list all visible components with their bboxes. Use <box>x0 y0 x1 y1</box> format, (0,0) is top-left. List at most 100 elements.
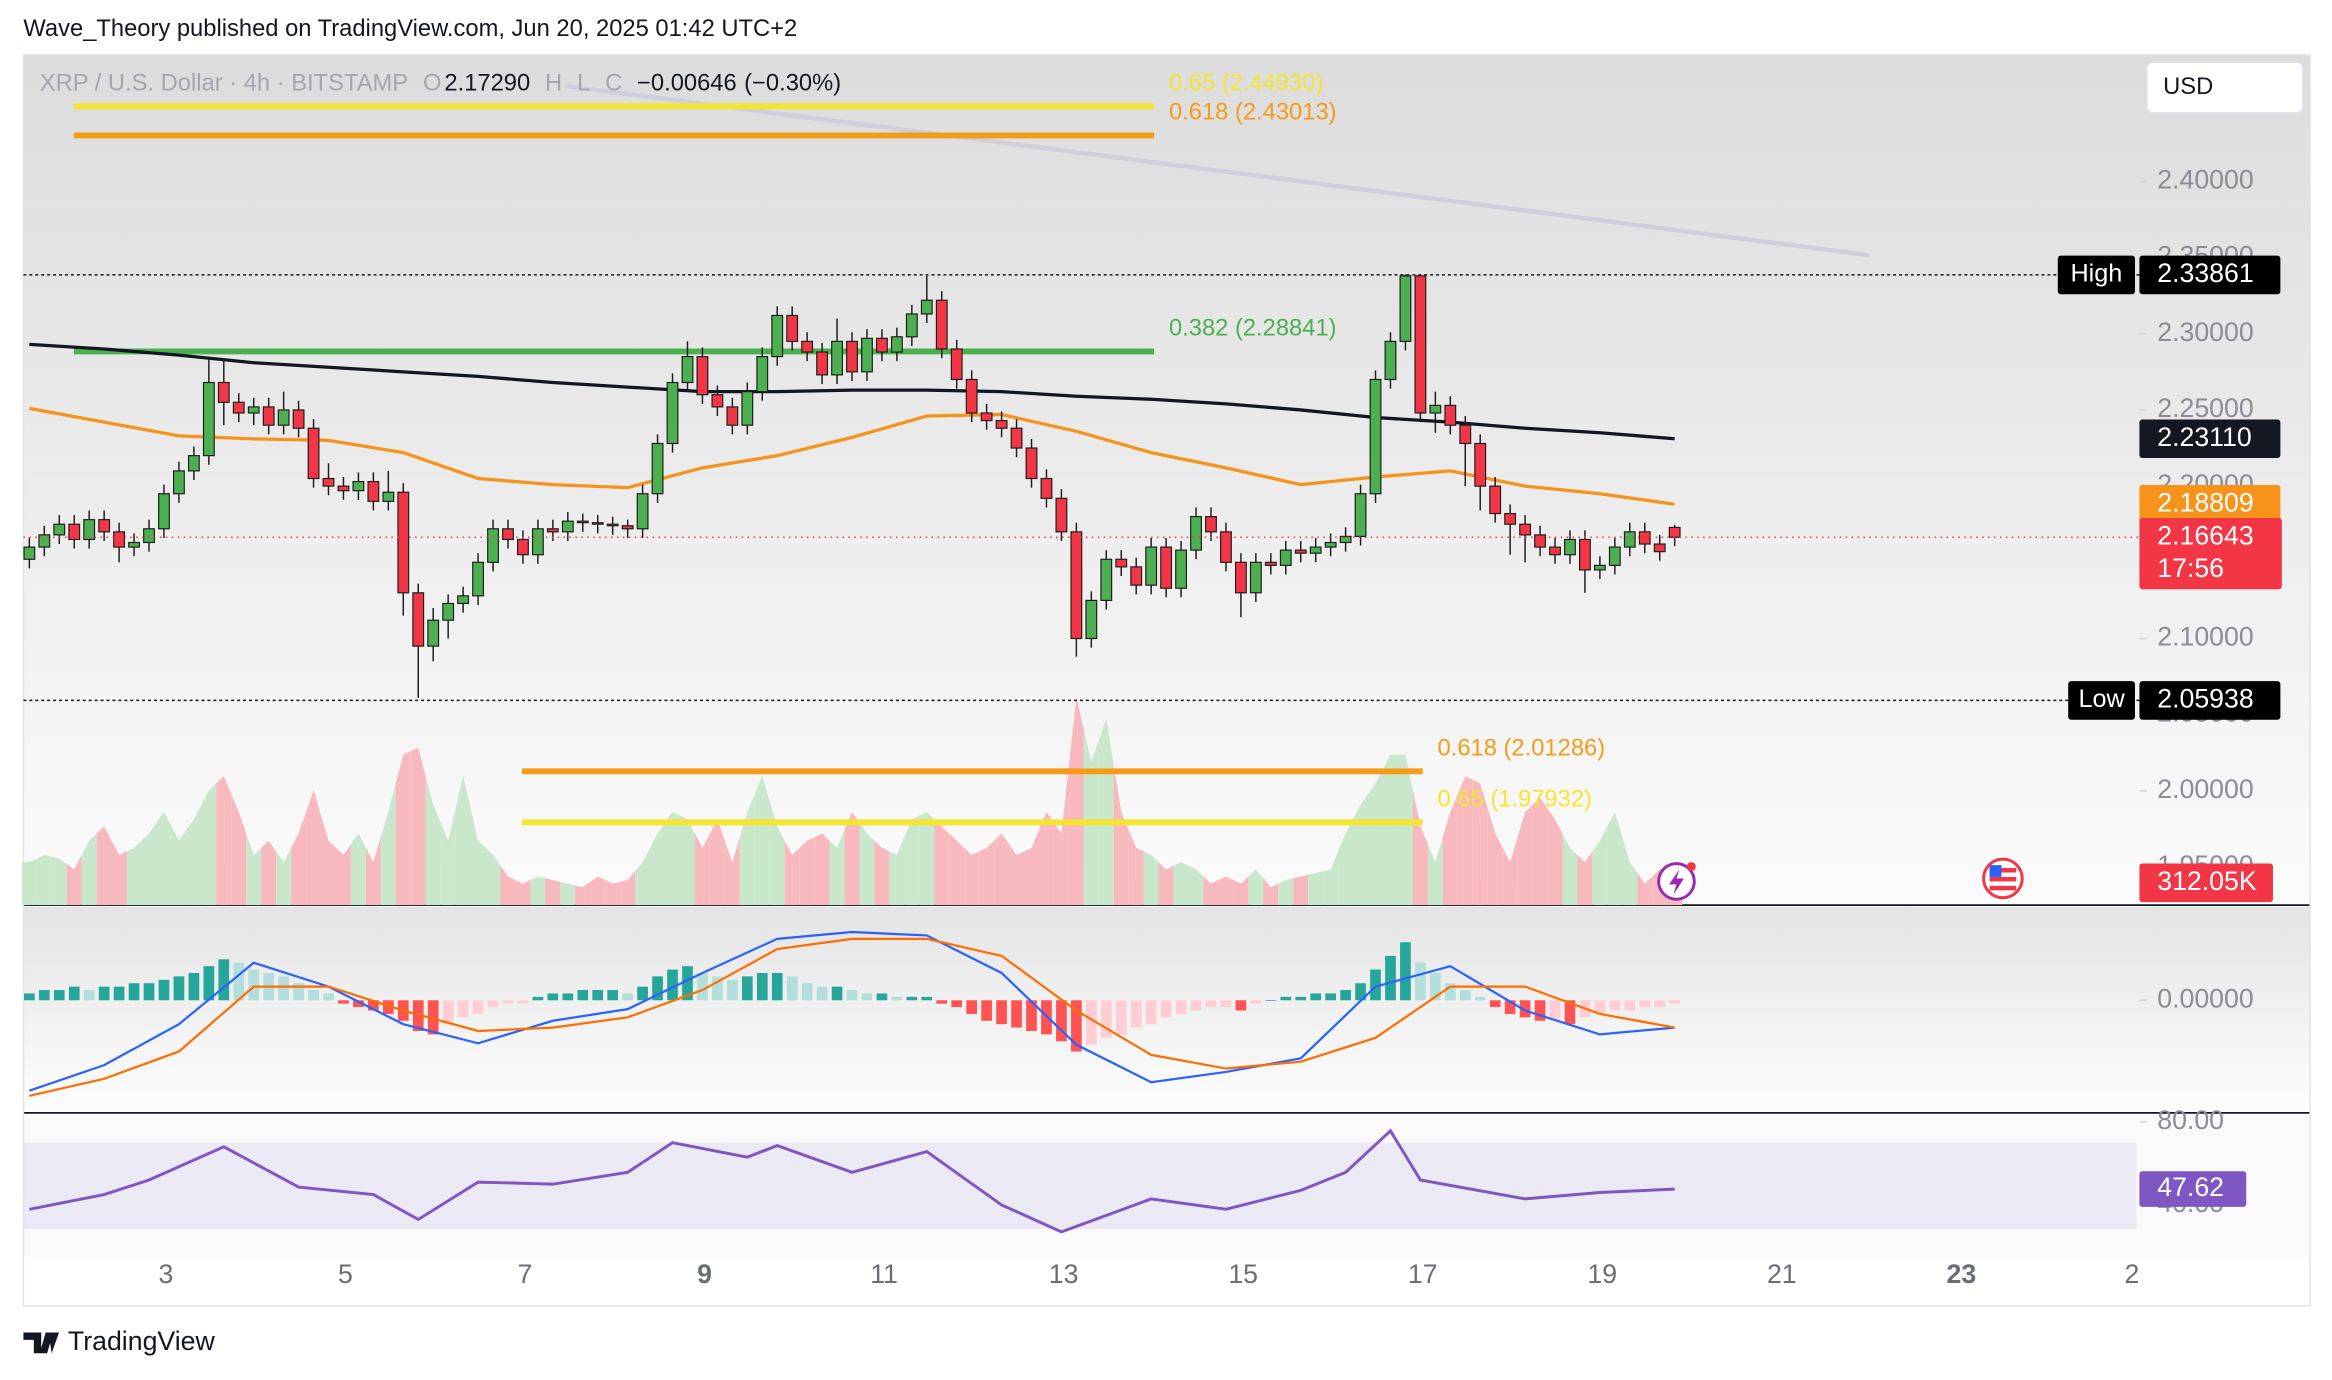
x-tick-label: 9 <box>697 1259 712 1289</box>
macd-histogram-bar <box>712 976 723 1001</box>
candle-body <box>965 378 978 414</box>
macd-histogram-bar <box>1085 1000 1097 1045</box>
volume-area <box>1263 878 1279 906</box>
macd-histogram-bar <box>1100 1000 1112 1038</box>
volume-area <box>126 840 142 906</box>
macd-histogram-bar <box>248 969 260 1001</box>
low-value-box <box>2139 681 2281 720</box>
volume-area <box>216 776 232 906</box>
macd-histogram-bar <box>427 1000 439 1035</box>
macd-histogram-bar <box>1415 962 1426 1001</box>
volume-area <box>904 815 920 906</box>
x-tick-label: 15 <box>1228 1259 1258 1289</box>
candle-body <box>1234 561 1247 594</box>
macd-histogram-bar <box>876 993 888 1001</box>
volume-area <box>1577 851 1593 906</box>
volume-area <box>1068 697 1084 906</box>
candle-body <box>53 523 66 536</box>
x-tick-label: 19 <box>1587 1259 1617 1289</box>
macd-y-tick-label: 0.00000 <box>2157 983 2253 1013</box>
candle-body <box>1070 531 1083 640</box>
x-tick-label: 11 <box>870 1259 898 1289</box>
candle-body <box>1414 275 1427 414</box>
volume-area <box>979 840 995 906</box>
candle-body <box>517 538 529 556</box>
moving-average-line <box>29 406 1675 506</box>
candle-body <box>247 406 260 414</box>
volume-area <box>1233 876 1249 906</box>
candle-body <box>666 381 679 445</box>
currency-button[interactable] <box>2146 61 2304 114</box>
macd-histogram-bar <box>68 986 80 1001</box>
volume-area <box>186 804 202 906</box>
candle-body <box>502 528 514 541</box>
volume-area <box>1517 804 1533 906</box>
macd-histogram-bar <box>353 1000 364 1008</box>
volume-area <box>1547 808 1563 906</box>
candle-body <box>875 337 888 353</box>
candle-body <box>531 528 544 556</box>
candle-body <box>636 493 649 530</box>
volume-area <box>395 751 411 906</box>
macd-histogram-bar <box>128 983 140 1001</box>
macd-histogram-bar <box>756 972 768 1001</box>
macd-histogram-bar <box>487 1000 499 1008</box>
macd-histogram-bar <box>188 972 200 1001</box>
candle-body <box>262 406 275 426</box>
volume-area <box>1622 837 1638 906</box>
volume-area <box>1368 769 1384 906</box>
macd-histogram-bar <box>1026 1000 1037 1031</box>
volume-area <box>1338 819 1354 906</box>
volume-area <box>1487 808 1503 906</box>
volume-area <box>1308 871 1324 906</box>
volume-tag-box <box>2139 863 2273 903</box>
candle-body <box>546 528 559 533</box>
candle-body <box>427 619 440 647</box>
candle-body <box>487 528 499 563</box>
macd-histogram-bar <box>1504 1000 1516 1014</box>
volume-area <box>1143 851 1159 906</box>
volume-area <box>1637 872 1653 906</box>
candle-body <box>561 520 574 533</box>
macd-histogram-bar <box>607 990 619 1001</box>
candle-body <box>741 391 754 426</box>
macd-histogram-bar <box>203 966 215 1001</box>
macd-histogram-bar <box>831 986 843 1001</box>
macd-histogram-bar <box>173 976 185 1001</box>
macd-histogram-bar <box>741 976 753 1001</box>
candle-body <box>786 314 799 342</box>
low-value: 2.05938 <box>2157 683 2253 713</box>
volume-area <box>575 881 591 906</box>
candle-body <box>1160 546 1173 589</box>
volume-area <box>949 833 965 906</box>
last-price-value: 2.16643 <box>2157 520 2253 550</box>
volume-area <box>321 815 336 906</box>
candle-body <box>158 493 170 530</box>
macd-histogram-bar <box>1071 1000 1082 1052</box>
macd-histogram-bar <box>53 990 65 1001</box>
volume-area <box>141 822 157 906</box>
volume-area <box>246 833 262 906</box>
macd-histogram-bar <box>981 1000 992 1021</box>
macd-histogram-bar <box>1145 1000 1157 1025</box>
candle-body <box>23 546 36 560</box>
volume-area <box>335 844 351 906</box>
macd-histogram-bar <box>368 1000 379 1011</box>
candle-body <box>771 314 784 358</box>
fib-label: 0.65 (1.97932) <box>1438 786 1592 812</box>
candle-body <box>1564 538 1576 556</box>
flag-icon <box>1982 857 2024 900</box>
candle-body <box>1623 531 1636 548</box>
volume-area <box>754 776 770 906</box>
candle-body <box>1309 546 1322 554</box>
candle-body <box>905 313 918 338</box>
macd-histogram-bar <box>577 990 589 1001</box>
volume-area <box>96 826 112 906</box>
volume-area <box>934 819 950 906</box>
candle-body <box>1130 566 1143 586</box>
macd-histogram-bar <box>1549 1000 1561 1021</box>
macd-histogram-bar <box>1175 1000 1187 1014</box>
candle-body <box>307 427 320 480</box>
candle-body <box>38 534 51 548</box>
volume-area <box>201 783 217 906</box>
